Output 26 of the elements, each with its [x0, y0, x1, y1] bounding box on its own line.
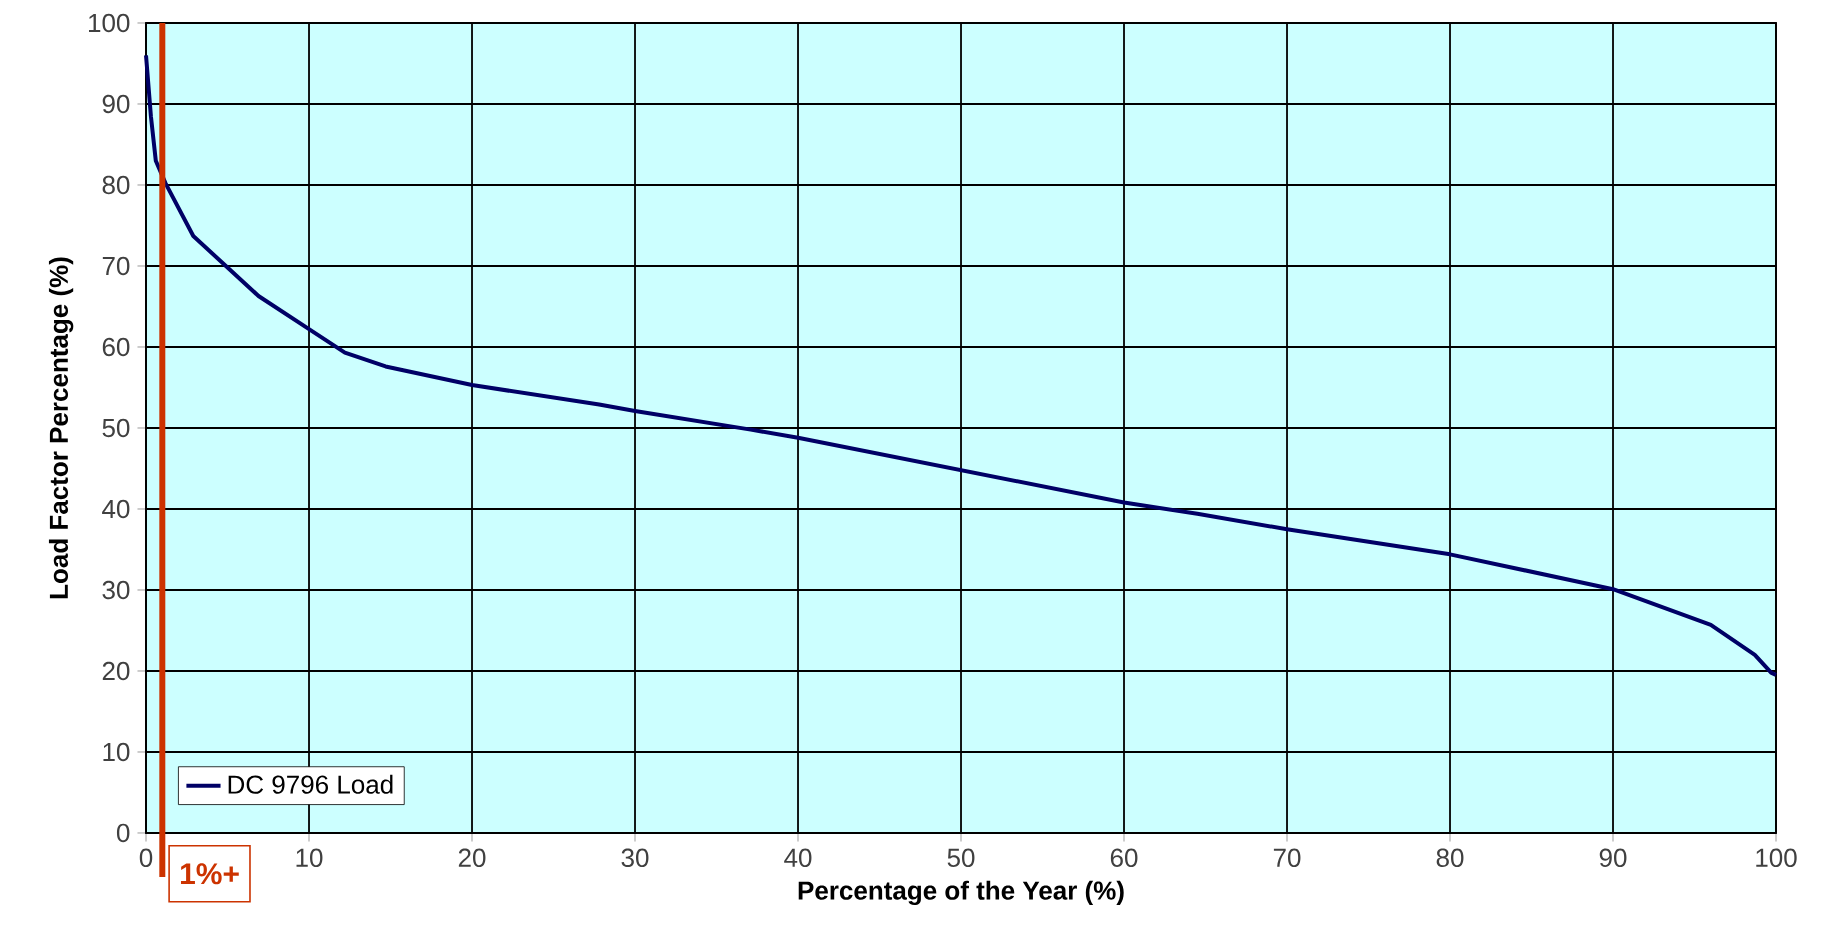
y-tick-label: 60 [102, 337, 130, 357]
y-axis-title: Load Factor Percentage (%) [48, 257, 74, 599]
x-tick-label: 100 [1756, 848, 1797, 867]
legend-label: DC 9796 Load [228, 774, 393, 794]
x-tick-label: 30 [621, 848, 649, 867]
x-tick-label: 40 [784, 848, 812, 867]
y-tick-label: 10 [103, 742, 130, 762]
y-tick-label: 30 [102, 580, 130, 600]
x-tick-label: 60 [1110, 848, 1138, 867]
x-tick-label: 80 [1436, 848, 1464, 867]
x-tick-label: 20 [458, 848, 486, 867]
y-tick-label: 90 [102, 94, 130, 114]
y-tick-label: 50 [102, 418, 130, 438]
y-tick-label: 100 [89, 13, 130, 33]
x-tick-label: 70 [1273, 848, 1301, 867]
x-axis-title: Percentage of the Year (%) [798, 880, 1124, 906]
ref-line-label: 1%+ [180, 863, 239, 885]
y-tick-label: 40 [102, 499, 130, 519]
y-tick-label: 80 [102, 175, 130, 195]
x-tick-label: 0 [139, 848, 153, 867]
x-tick-label: 90 [1599, 848, 1627, 867]
y-tick-label: 0 [116, 823, 130, 843]
x-tick-label: 50 [947, 848, 975, 867]
y-tick-label: 20 [102, 661, 130, 681]
x-tick-label: 10 [296, 848, 323, 867]
y-tick-label: 70 [102, 256, 130, 276]
